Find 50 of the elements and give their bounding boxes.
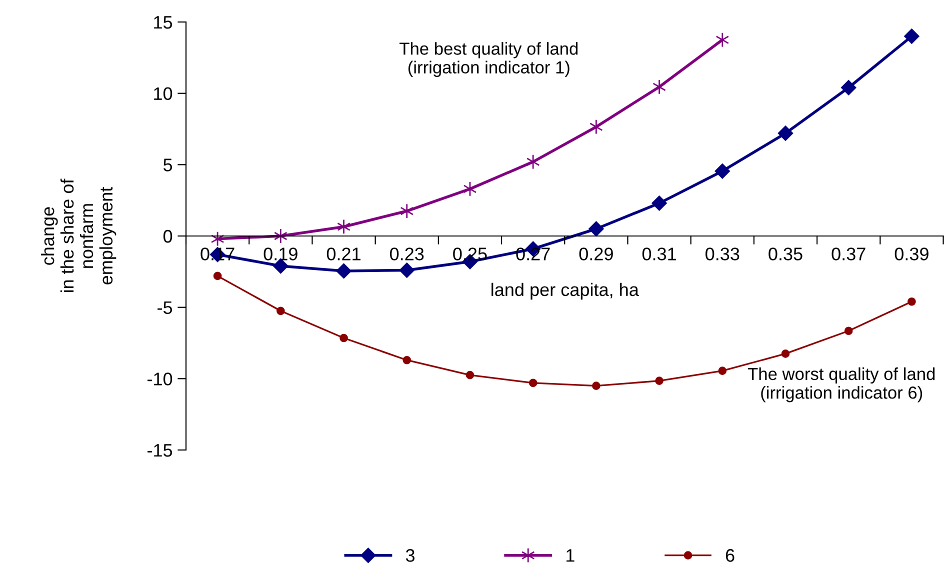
y-tick-label: 10 [154, 87, 172, 100]
point [528, 378, 538, 388]
point [844, 326, 853, 336]
point [781, 350, 790, 358]
point [402, 356, 412, 364]
legend-label: 1 [566, 549, 574, 562]
y-tick-label: -10 [148, 372, 172, 386]
point [904, 28, 920, 44]
x-tick-label: 0.19 [264, 248, 298, 260]
x-tick-label: 0.29 [579, 248, 613, 260]
y-axis-title: change in the share of nonfarm employment [40, 178, 116, 292]
legend-label: 3 [406, 549, 414, 562]
x-tick-label: 0.37 [832, 248, 866, 260]
x-tick-label: 0.35 [768, 248, 802, 260]
y-tick-label: -15 [148, 444, 172, 457]
point [400, 203, 414, 219]
point [655, 376, 664, 385]
annotation: The best quality of land (irrigation indicator 1) [400, 42, 578, 77]
point [213, 272, 222, 280]
point [908, 297, 916, 306]
x-tick-label: 0.23 [390, 248, 424, 260]
annotation: The worst quality of land (irrigation indicator 6) [748, 367, 935, 402]
point [399, 262, 414, 278]
point [340, 334, 348, 342]
y-tick-label: -5 [158, 301, 172, 314]
point [716, 32, 730, 48]
point [589, 119, 603, 134]
y-tick-label: 5 [163, 158, 172, 172]
y-tick-label: 15 [154, 16, 172, 29]
point [652, 196, 667, 211]
legend-label: 6 [726, 549, 734, 562]
point [276, 306, 285, 316]
point [778, 126, 794, 141]
point [337, 219, 350, 234]
x-tick-label: 0.21 [326, 248, 360, 260]
point [588, 221, 604, 236]
point [466, 370, 474, 380]
point [718, 366, 727, 375]
x-tick-label: 0.25 [453, 248, 487, 260]
x-tick-label: 0.39 [894, 248, 928, 260]
point [714, 164, 730, 179]
point [336, 263, 352, 279]
y-tick-label: 0 [163, 230, 172, 243]
point [526, 154, 540, 170]
x-tick-label: 0.33 [706, 248, 740, 260]
point [652, 79, 666, 95]
x-tick-label: 0.31 [642, 248, 676, 260]
x-axis-title: land per capita, ha [492, 282, 639, 300]
point [841, 80, 856, 96]
point [592, 382, 600, 390]
